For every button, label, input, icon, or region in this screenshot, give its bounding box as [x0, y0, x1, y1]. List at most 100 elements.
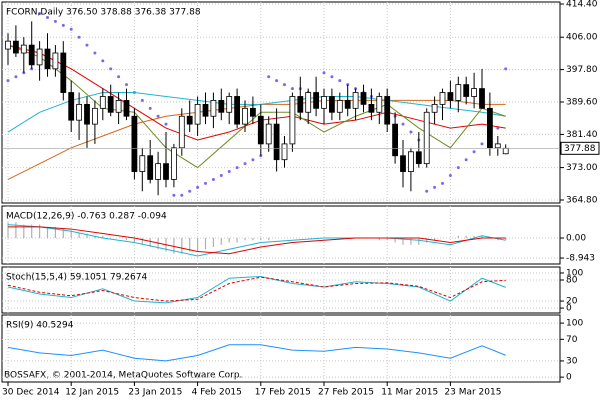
sar-dot	[156, 114, 160, 118]
candle-body	[439, 92, 446, 105]
x-tick-label: 23 Jan 2015	[128, 388, 182, 398]
candle-body	[76, 103, 82, 121]
candle-body	[202, 103, 209, 117]
sar-dot	[409, 130, 413, 134]
sar-dot	[117, 75, 121, 79]
macd-bar	[54, 226, 56, 239]
y-tick-label: 381.40	[566, 130, 598, 140]
macd-bar	[189, 238, 191, 252]
x-tick-label: 11 Mar 2015	[381, 388, 438, 398]
y-tick-label: 373.00	[566, 163, 598, 173]
macd-bar	[62, 229, 64, 239]
candle-body	[139, 155, 146, 172]
macd-bar	[394, 238, 396, 243]
macd-bar	[23, 224, 25, 239]
candle-body	[344, 100, 351, 109]
candle-body	[376, 96, 383, 113]
candle-body	[163, 163, 169, 180]
sar-dot	[69, 27, 73, 31]
candle-body	[60, 52, 67, 93]
candle-body	[305, 92, 312, 113]
y-tick-label: 30	[566, 356, 578, 366]
sar-dot	[235, 166, 239, 170]
macd-bar	[212, 238, 214, 247]
candle-body	[155, 163, 162, 180]
sar-dot	[204, 181, 207, 185]
x-tick-label: 23 Mar 2015	[444, 388, 501, 398]
candle-body	[249, 107, 256, 117]
candle-body	[479, 88, 485, 109]
macd-bar	[46, 226, 49, 239]
candle-body	[471, 88, 478, 97]
sar-dot	[180, 193, 184, 197]
sar-dot	[219, 173, 223, 177]
x-tick-label: 27 Feb 2015	[318, 388, 374, 398]
candle-body	[115, 100, 122, 113]
macd-bar	[197, 238, 199, 252]
candle-body	[384, 96, 391, 125]
sar-dot	[480, 142, 484, 146]
candle-body	[234, 96, 241, 125]
candle-body	[423, 111, 430, 165]
sar-dot	[251, 158, 255, 162]
macd-bar	[228, 238, 230, 243]
macd-bar	[260, 238, 262, 241]
sar-dot	[401, 122, 405, 126]
candle-body	[336, 100, 343, 113]
candle-body	[273, 123, 280, 161]
copyright: BOSSAFX, © 2001-2014, MetaQuotes Softwar…	[4, 371, 242, 381]
pane-frame	[1, 266, 561, 314]
candle-body	[494, 143, 501, 149]
candle-body	[431, 103, 438, 113]
macd-bar	[220, 238, 222, 245]
indicator-line	[7, 275, 506, 304]
macd-bar	[141, 238, 143, 245]
indicator-line	[7, 344, 506, 362]
candle-body	[20, 44, 27, 54]
sar-dot	[211, 177, 215, 181]
sar-dot	[448, 173, 452, 177]
candle-body	[226, 96, 233, 113]
y-tick-label: 100	[566, 268, 583, 278]
candle-body	[392, 123, 399, 157]
macd-bar	[465, 235, 467, 239]
candle-body	[281, 143, 288, 161]
macd-bar	[386, 238, 388, 241]
sar-dot	[227, 170, 231, 174]
last-price-box	[560, 141, 600, 155]
y-tick-label: 406.00	[566, 33, 598, 43]
sar-dot	[433, 185, 437, 189]
candle-body	[321, 96, 327, 109]
macd-bar	[252, 238, 254, 241]
macd-bar	[39, 224, 41, 239]
sar-dot	[330, 75, 334, 79]
sar-dot	[441, 181, 444, 185]
y-tick-label: 0	[566, 373, 572, 383]
y-tick-label: 389.60	[566, 98, 598, 108]
sar-dot	[6, 79, 10, 83]
macd-bar	[102, 235, 104, 239]
candle-body	[170, 147, 177, 180]
candle-body	[5, 40, 11, 50]
sar-dot	[46, 15, 49, 19]
candle-body	[463, 84, 470, 97]
pane-title: Stoch(15,5,4) 59.1051 79.2674	[6, 273, 147, 283]
sar-dot	[140, 98, 144, 102]
candle-body	[368, 103, 375, 113]
candle-body	[328, 96, 335, 113]
sar-dot	[425, 189, 429, 193]
macd-bar	[418, 238, 420, 245]
candle-body	[210, 100, 217, 117]
y-tick-label: 364.80	[566, 195, 598, 205]
pane-title: FCORN,Daily 376.50 378.88 376.38 377.88	[6, 8, 201, 18]
sar-dot	[472, 150, 476, 154]
sar-dot	[275, 79, 279, 83]
x-tick-label: 30 Dec 2014	[2, 388, 60, 398]
macd-bar	[94, 235, 96, 239]
macd-bar	[402, 238, 404, 245]
macd-bar	[7, 222, 9, 239]
macd-bar	[125, 238, 128, 241]
sar-dot	[456, 166, 460, 170]
indicator-line	[8, 226, 506, 255]
